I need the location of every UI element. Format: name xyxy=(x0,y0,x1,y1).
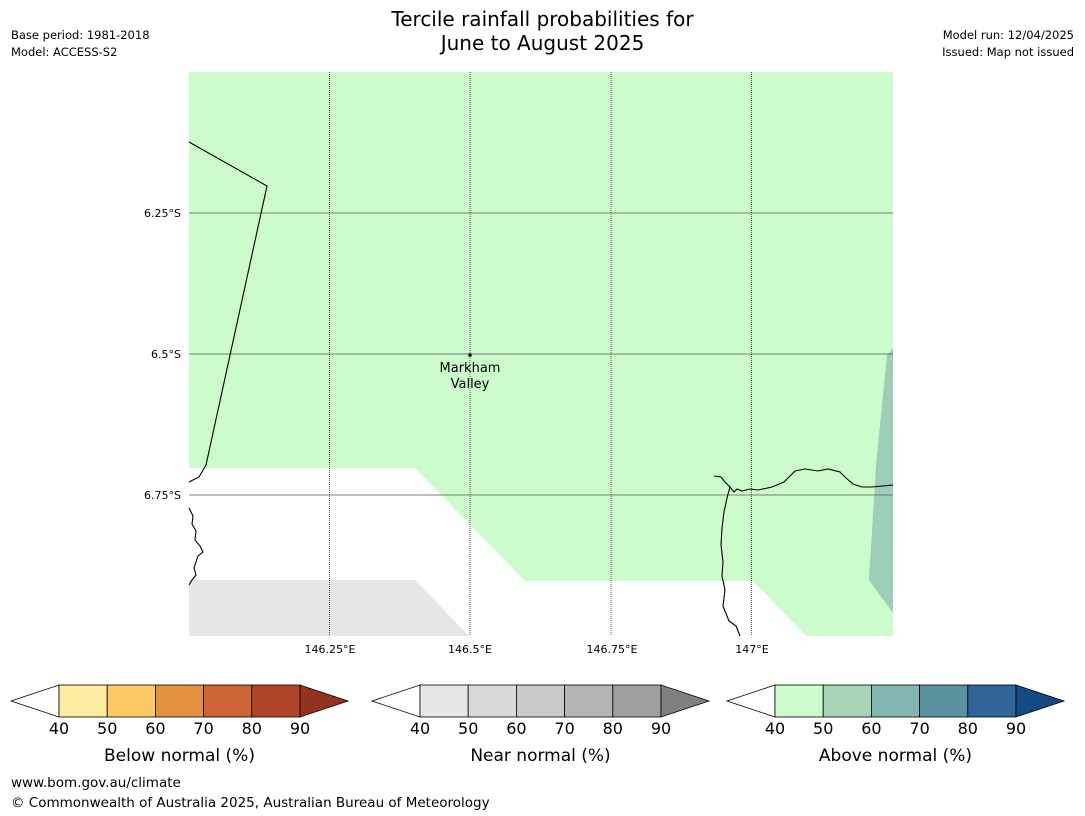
colorbar-above-tick: 80 xyxy=(958,719,978,738)
lon-label-146-5: 146.5°E xyxy=(448,643,492,656)
colorbar-above-label: Above normal (%) xyxy=(819,746,972,766)
colorbar-above-segment xyxy=(871,684,921,718)
place-marker xyxy=(468,353,472,357)
colorbar-below-tick: 60 xyxy=(145,719,165,738)
colorbar-below-tick: 80 xyxy=(242,719,262,738)
colorbar-near-segment xyxy=(612,684,662,718)
colorbar-above-tick: 40 xyxy=(765,719,785,738)
colorbar-above-segment xyxy=(774,684,824,718)
colorbar-below: 40 50 60 70 80 90 Below normal (%) xyxy=(9,684,350,766)
colorbar-above-segment xyxy=(822,684,872,718)
meta-left: Base period: 1981-2018 Model: ACCESS-S2 xyxy=(11,27,150,61)
colorbar-above-segment xyxy=(967,684,1017,718)
footer-copyright: © Commonwealth of Australia 2025, Austra… xyxy=(11,795,490,811)
colorbar-below-tick: 40 xyxy=(49,719,69,738)
colorbar-above-tick: 50 xyxy=(813,719,833,738)
parallels xyxy=(189,212,893,496)
map-title: Tercile rainfall probabilities for June … xyxy=(0,7,1085,55)
near-normal-40-region xyxy=(189,580,469,636)
river-and-coast-east xyxy=(713,468,894,493)
model-name: Model: ACCESS-S2 xyxy=(11,45,118,59)
province-boundary-west xyxy=(188,141,268,483)
colorbar-near-segment xyxy=(419,684,469,718)
lon-label-147: 147°E xyxy=(735,643,768,656)
colorbar-above: 40 50 60 70 80 90 Above normal (%) xyxy=(725,684,1066,766)
colorbar-near-high-arrow xyxy=(660,684,711,718)
colorbar-below-segment xyxy=(251,684,301,718)
colorbar-near-tick: 60 xyxy=(506,719,526,738)
lat-label-6-75: 6.75°S xyxy=(144,489,181,502)
colorbar-near-tick: 50 xyxy=(458,719,478,738)
lon-label-146-25: 146.25°E xyxy=(305,643,356,656)
colorbar-near-label: Near normal (%) xyxy=(470,746,610,766)
colorbar-near-tick: 40 xyxy=(410,719,430,738)
colorbar-near-segment xyxy=(564,684,614,718)
colorbar-below-segment xyxy=(58,684,108,718)
place-label-line-1: Markham xyxy=(440,361,501,376)
colorbar-above-low-arrow xyxy=(725,684,776,718)
colorbar-above-tick: 70 xyxy=(909,719,929,738)
legend: 40 50 60 70 80 90 Below normal (%) 40 50 60 70 80 90… xyxy=(9,684,1066,766)
base-period: Base period: 1981-2018 xyxy=(11,28,150,42)
colorbar-below-tick: 50 xyxy=(97,719,117,738)
meta-right: Model run: 12/04/2025 Issued: Map not is… xyxy=(942,27,1074,61)
colorbar-below-tick: 90 xyxy=(290,719,310,738)
colorbar-below-low-arrow xyxy=(9,684,60,718)
colorbar-below-label: Below normal (%) xyxy=(104,746,255,766)
colorbar-near-tick: 70 xyxy=(554,719,574,738)
colorbar-near: 40 50 60 70 80 90 Near normal (%) xyxy=(370,684,711,766)
colorbar-above-tick: 60 xyxy=(861,719,881,738)
above-normal-60-region xyxy=(869,348,893,613)
colorbar-below-tick: 70 xyxy=(193,719,213,738)
colorbar-below-segment xyxy=(203,684,253,718)
place-label-line-2: Valley xyxy=(451,377,490,392)
colorbar-below-high-arrow xyxy=(299,684,350,718)
title-line-1: Tercile rainfall probabilities for xyxy=(391,7,694,31)
colorbar-below-segment xyxy=(106,684,156,718)
lat-label-6-5: 6.5°S xyxy=(151,348,181,361)
boundaries xyxy=(188,141,894,637)
model-run: Model run: 12/04/2025 xyxy=(942,28,1074,42)
colorbar-above-high-arrow xyxy=(1015,684,1066,718)
colorbar-above-segment xyxy=(919,684,969,718)
lat-label-6-25: 6.25°S xyxy=(144,207,181,220)
river-south xyxy=(720,486,741,637)
colorbar-near-segment xyxy=(516,684,566,718)
coastline-southwest xyxy=(188,507,204,586)
colorbar-above-tick: 90 xyxy=(1006,719,1026,738)
rainfall-map: Markham Valley 6.25°S 6.5°S 6.75°S 146.2… xyxy=(144,72,894,656)
title-line-2: June to August 2025 xyxy=(440,31,645,55)
footer-url: www.bom.gov.au/climate xyxy=(11,775,181,791)
lon-label-146-75: 146.75°E xyxy=(587,643,638,656)
colorbar-near-low-arrow xyxy=(370,684,421,718)
issued-status: Issued: Map not issued xyxy=(942,45,1074,59)
colorbar-near-segment xyxy=(467,684,517,718)
colorbar-near-tick: 80 xyxy=(603,719,623,738)
colorbar-near-tick: 90 xyxy=(651,719,671,738)
colorbar-below-segment xyxy=(154,684,204,718)
